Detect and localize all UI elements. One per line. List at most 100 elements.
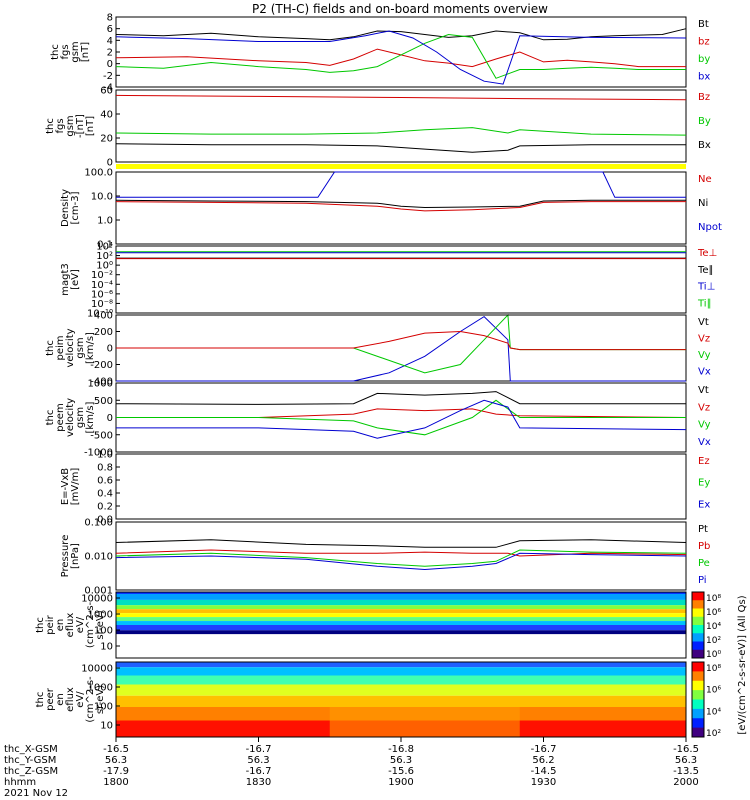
x-tick-label: -15.6 (388, 766, 414, 777)
legend-Ey: Ey (698, 478, 710, 489)
y-tick-label: 4 (107, 36, 113, 47)
y-tick-label: 10⁻⁸ (91, 299, 113, 310)
y-label-line: thc (50, 44, 61, 60)
spectrogram-band (116, 695, 686, 707)
y-tick-label: 200 (94, 327, 113, 338)
y-tick-label: 60 (100, 86, 113, 97)
y-label-line: velocity (65, 328, 76, 367)
y-tick-label: 0.001 (84, 586, 113, 597)
legend-Bt: Bt (698, 19, 709, 30)
panel-frame (115, 171, 687, 245)
spectrogram-band (116, 609, 686, 614)
y-tick-label: 0 (107, 413, 113, 424)
y-tick-label: 1000 (88, 683, 113, 694)
y-label-line: [km/s] (85, 401, 96, 433)
spectrogram-band (329, 707, 520, 721)
spectrogram-band (329, 720, 520, 737)
x-row-label: hhmm (4, 777, 36, 788)
y-tick-label: 10000 (81, 664, 113, 675)
y-label-line: eflux (65, 613, 76, 638)
y-label-line: en (55, 619, 66, 632)
legend-Vz: Vz (698, 402, 710, 413)
y-label-line: gsm (70, 41, 81, 62)
legend-bx: bx (698, 72, 710, 83)
y-label-line: en (55, 693, 66, 706)
legend-bz: bz (698, 37, 710, 48)
colorbar-segment (692, 690, 704, 700)
colorbar-label-text: [eV/(cm^2-s-sr-eV)] (All Qs) (737, 595, 748, 734)
x-tick-label: -16.7 (246, 744, 272, 755)
y-label-line: [mV/m] (70, 468, 81, 506)
flag-bar (116, 164, 686, 169)
colorbar-tick-label: 10⁴ (706, 622, 721, 632)
y-label-line: velocity (65, 398, 76, 437)
colorbar-segment (692, 671, 704, 682)
legend-Ti⊥: Ti⊥ (697, 282, 715, 293)
y-tick-label: 0.8 (97, 463, 113, 474)
series-Bz (115, 94, 687, 101)
legend-Vx: Vx (698, 437, 711, 448)
y-tick-label: 1000 (88, 379, 113, 390)
x-row-label: thc_Y-GSM (4, 755, 56, 766)
legend-By: By (698, 116, 711, 127)
colorbar-frame (691, 661, 705, 738)
spectrogram-band (116, 667, 686, 676)
y-label-line: thc (45, 340, 56, 356)
legend-Ni: Ni (698, 198, 708, 209)
legend-Vx: Vx (698, 367, 711, 378)
spectrogram-band (116, 592, 686, 594)
y-label-line: eflux (65, 687, 76, 712)
colorbar-segment (692, 616, 704, 626)
y-tick-label: 100 (94, 626, 113, 637)
series-Pb (115, 549, 687, 557)
x-tick-label: -16.8 (388, 744, 414, 755)
panel-2: 60 40 20 0 thc fgs gsm -[nT] [nT] Bz By Bx (45, 86, 711, 169)
panel-frame (115, 245, 687, 314)
y-axis-label: thc peim velocity gsm [km/s] (45, 328, 96, 367)
y-tick-label: 0.0 (97, 515, 113, 526)
y-axis-label: thc peer en eflux eV/(cm^2-s-sr-eV) (35, 676, 106, 723)
y-tick-label: 10⁻¹⁰ (87, 309, 113, 320)
legend-Vt: Vt (698, 317, 709, 328)
series-Pi (115, 552, 687, 571)
colorbar-segment (692, 600, 704, 609)
y-label-line: [cm-3] (70, 191, 81, 224)
spectrogram-band (116, 617, 686, 622)
y-label-line: [eV] (70, 269, 81, 290)
x-tick-label: -16.7 (246, 766, 272, 777)
colorbar-segment (692, 708, 704, 719)
y-tick-label: -200 (90, 360, 113, 371)
legend-Te∥: Te∥ (697, 265, 714, 276)
y-label-line: thc (45, 410, 56, 426)
y-label-line: [nT] (85, 116, 96, 136)
x-tick-label: 56.3 (247, 755, 269, 766)
x-tick-label: -16.5 (103, 744, 129, 755)
y-tick-label: 40 (100, 110, 113, 121)
y-tick-label: 0.010 (84, 552, 113, 563)
legend-Ne: Ne (698, 174, 712, 185)
series-Npot (116, 171, 686, 198)
y-label-line: [nT] (80, 42, 91, 62)
panel-3: 100.0 10.0 1.0 0.1 Density [cm-3] Ne Ni Npot (60, 168, 722, 251)
legend-Npot: Npot (698, 222, 722, 233)
y-tick-label: 0.2 (97, 502, 113, 513)
x-row-label: thc_Z-GSM (4, 766, 58, 777)
colorbar-segment (692, 608, 704, 618)
colorbar-tick-label: 10⁸ (706, 594, 721, 604)
legend-Vy: Vy (698, 350, 711, 361)
colorbar-label: [eV/(cm^2-s-sr-eV)] (All Qs) (737, 595, 748, 734)
y-tick-label: 10⁻⁶ (91, 289, 113, 300)
x-tick-label: 56.3 (675, 755, 697, 766)
y-tick-label: -500 (90, 430, 113, 441)
y-axis-label: magt3 [eV] (60, 263, 81, 296)
y-label-line: thc (45, 118, 56, 134)
series-By (115, 127, 687, 136)
x-tick-label: 1930 (531, 777, 556, 788)
legend-Vz: Vz (698, 334, 710, 345)
y-label-line: eV/ (75, 691, 86, 708)
y-label-line: [km/s] (85, 332, 96, 364)
series-Ni (115, 199, 686, 209)
y-tick-label: 6 (107, 24, 113, 35)
spectrogram-band (116, 605, 686, 610)
